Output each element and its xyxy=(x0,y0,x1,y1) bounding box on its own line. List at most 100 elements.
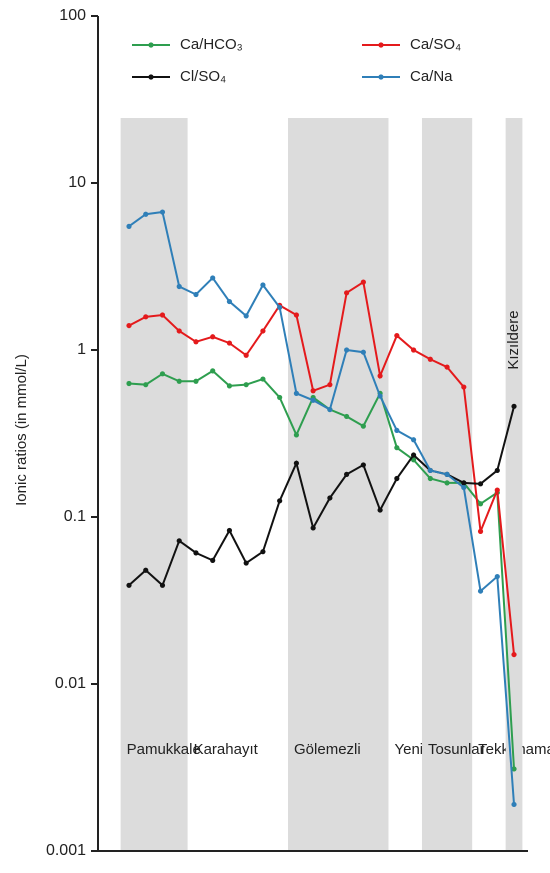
data-point xyxy=(210,275,216,281)
data-point xyxy=(226,340,233,346)
data-point xyxy=(310,525,316,531)
data-point xyxy=(410,437,417,443)
legend-label: Cl/SO₄ xyxy=(180,68,226,85)
data-point xyxy=(293,460,299,466)
data-point xyxy=(477,501,484,507)
data-point xyxy=(444,471,450,477)
data-point xyxy=(193,378,199,384)
region-label: Tosunlar xyxy=(428,741,485,758)
data-point xyxy=(327,495,333,501)
data-point xyxy=(427,467,433,474)
data-point xyxy=(159,371,166,377)
data-point xyxy=(126,380,132,387)
data-point xyxy=(394,475,400,482)
data-point xyxy=(477,528,484,534)
data-point xyxy=(293,312,299,318)
data-point xyxy=(360,423,366,429)
data-point xyxy=(226,527,233,534)
data-point xyxy=(226,383,233,389)
data-point xyxy=(511,651,517,658)
data-point xyxy=(260,328,266,334)
data-point xyxy=(143,382,149,388)
data-point xyxy=(193,550,199,556)
data-point xyxy=(511,801,517,808)
data-point xyxy=(126,322,132,329)
data-point xyxy=(377,507,383,513)
legend-label: Ca/HCO₃ xyxy=(180,36,243,53)
legend-label: Ca/SO₄ xyxy=(410,36,461,53)
data-point xyxy=(176,283,182,290)
data-point xyxy=(427,475,433,482)
data-point xyxy=(410,452,417,458)
data-point xyxy=(226,298,233,305)
data-point xyxy=(310,388,316,394)
data-point xyxy=(210,557,216,563)
region-band xyxy=(505,118,523,851)
data-point xyxy=(494,467,500,474)
series-line xyxy=(128,210,516,805)
y-tick-label: 0.01 xyxy=(55,675,86,692)
data-point xyxy=(193,339,199,345)
data-point xyxy=(159,312,166,318)
data-point xyxy=(243,560,249,566)
data-point xyxy=(461,384,467,390)
data-point xyxy=(494,573,500,580)
y-tick-label: 0.001 xyxy=(46,842,86,859)
data-point xyxy=(143,314,149,320)
data-point xyxy=(360,462,366,468)
data-point xyxy=(176,538,182,544)
data-point xyxy=(260,549,266,555)
y-tick-label: 0.1 xyxy=(64,508,86,525)
data-point xyxy=(126,582,132,588)
data-point xyxy=(394,427,400,434)
data-point xyxy=(159,209,166,215)
data-point xyxy=(327,406,333,413)
data-point xyxy=(394,445,400,451)
data-point xyxy=(461,480,467,486)
data-point xyxy=(477,588,484,594)
data-point xyxy=(461,484,467,491)
data-point xyxy=(344,290,350,296)
data-point xyxy=(327,382,333,388)
data-point xyxy=(360,349,366,355)
data-point xyxy=(444,364,450,370)
data-point xyxy=(243,352,249,358)
series-line xyxy=(128,369,516,770)
region-label: Karahayıt xyxy=(194,741,259,758)
legend-label: Ca/Na xyxy=(410,68,453,85)
region-label: Gölemezli xyxy=(294,741,361,758)
data-point xyxy=(277,394,283,401)
data-point xyxy=(310,397,316,403)
data-point xyxy=(344,347,350,353)
data-point xyxy=(176,378,182,384)
legend-marker xyxy=(378,74,384,80)
data-point xyxy=(260,376,266,382)
data-point xyxy=(377,393,383,399)
legend-marker xyxy=(378,42,384,48)
data-point xyxy=(377,373,383,379)
y-tick-label: 10 xyxy=(68,174,86,191)
data-point xyxy=(293,390,299,396)
data-point xyxy=(344,471,350,477)
data-point xyxy=(511,766,517,772)
data-point xyxy=(176,328,182,334)
data-point xyxy=(293,432,299,438)
data-point xyxy=(159,582,166,588)
data-point xyxy=(394,332,400,339)
data-point xyxy=(277,304,283,310)
region-label: Kızıldere xyxy=(505,310,522,369)
data-point xyxy=(494,487,500,493)
region-band xyxy=(120,118,188,851)
data-point xyxy=(243,382,249,388)
y-axis-label: Ionic ratios (in mmol/L) xyxy=(13,354,30,506)
data-point xyxy=(143,567,149,573)
data-point xyxy=(344,413,350,420)
data-point xyxy=(427,356,433,362)
data-point xyxy=(210,368,216,374)
data-point xyxy=(243,313,249,319)
data-point xyxy=(126,223,132,229)
data-point xyxy=(210,334,216,340)
series-line xyxy=(128,280,516,655)
data-point xyxy=(143,211,149,217)
